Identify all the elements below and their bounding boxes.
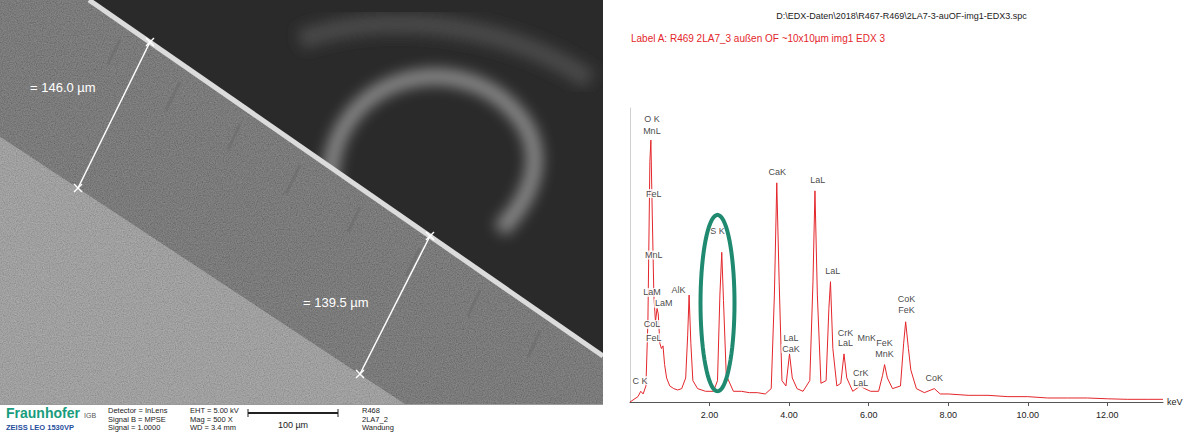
- svg-text:ZEISS LEO 1530VP: ZEISS LEO 1530VP: [6, 423, 74, 432]
- svg-text:Label A: R469 2LA7_3 außen OF: Label A: R469 2LA7_3 außen OF ~10x10µm i…: [631, 33, 885, 44]
- svg-text:8.00: 8.00: [939, 410, 957, 420]
- svg-text:4.00: 4.00: [780, 410, 798, 420]
- svg-text:C K: C K: [632, 376, 647, 386]
- svg-text:MnK: MnK: [857, 333, 876, 343]
- svg-text:LaL: LaL: [853, 378, 868, 388]
- svg-text:CaK: CaK: [768, 167, 786, 177]
- svg-text:LaM: LaM: [643, 287, 661, 297]
- svg-text:AlK: AlK: [672, 285, 686, 295]
- svg-text:LaL: LaL: [810, 175, 825, 185]
- svg-text:CoL: CoL: [644, 319, 661, 329]
- svg-text:100 µm: 100 µm: [278, 420, 308, 430]
- svg-text:CoK: CoK: [898, 294, 916, 304]
- svg-text:D:\EDX-Daten\2018\R467-R469\2L: D:\EDX-Daten\2018\R467-R469\2LA7-3-auOF-…: [776, 11, 1027, 21]
- svg-text:LaL: LaL: [825, 266, 840, 276]
- svg-text:MnK: MnK: [875, 349, 894, 359]
- svg-text:Mag = 500 X: Mag = 500 X: [190, 414, 233, 424]
- svg-text:keV: keV: [1167, 397, 1183, 407]
- svg-text:FeL: FeL: [646, 333, 662, 343]
- svg-text:R468: R468: [362, 406, 380, 415]
- svg-text:CaK: CaK: [782, 344, 800, 354]
- svg-text:CrK: CrK: [853, 368, 869, 378]
- svg-text:6.00: 6.00: [860, 410, 878, 420]
- svg-text:MnL: MnL: [643, 126, 661, 136]
- svg-text:= 146.0 µm: = 146.0 µm: [30, 80, 96, 95]
- svg-text:2.00: 2.00: [701, 410, 719, 420]
- svg-text:IGB: IGB: [84, 412, 96, 419]
- svg-text:2LA7_2: 2LA7_2: [362, 414, 388, 424]
- svg-text:EHT = 5.00 kV: EHT = 5.00 kV: [190, 406, 239, 415]
- svg-text:WD = 3.4 mm: WD = 3.4 mm: [190, 423, 236, 432]
- svg-text:MnL: MnL: [645, 250, 663, 260]
- svg-text:12.00: 12.00: [1096, 410, 1119, 420]
- svg-text:Signal B = MPSE: Signal B = MPSE: [108, 414, 166, 424]
- svg-text:LaM: LaM: [655, 298, 673, 308]
- svg-text:Signal = 1.0000: Signal = 1.0000: [108, 423, 160, 432]
- svg-text:S K: S K: [710, 226, 725, 236]
- svg-text:CoK: CoK: [926, 373, 944, 383]
- svg-text:= 139.5 µm: = 139.5 µm: [303, 295, 369, 310]
- svg-text:FeK: FeK: [898, 305, 915, 315]
- svg-text:O K: O K: [644, 114, 660, 124]
- svg-text:Fraunhofer: Fraunhofer: [6, 405, 80, 421]
- svg-text:FeL: FeL: [646, 189, 662, 199]
- svg-text:10.00: 10.00: [1016, 410, 1039, 420]
- svg-text:Detector = InLens: Detector = InLens: [108, 406, 168, 415]
- svg-text:LaL: LaL: [784, 333, 799, 343]
- svg-text:CrK: CrK: [838, 328, 854, 338]
- svg-text:Wandung: Wandung: [362, 423, 394, 432]
- svg-text:LaL: LaL: [838, 338, 853, 348]
- svg-text:FeK: FeK: [876, 338, 893, 348]
